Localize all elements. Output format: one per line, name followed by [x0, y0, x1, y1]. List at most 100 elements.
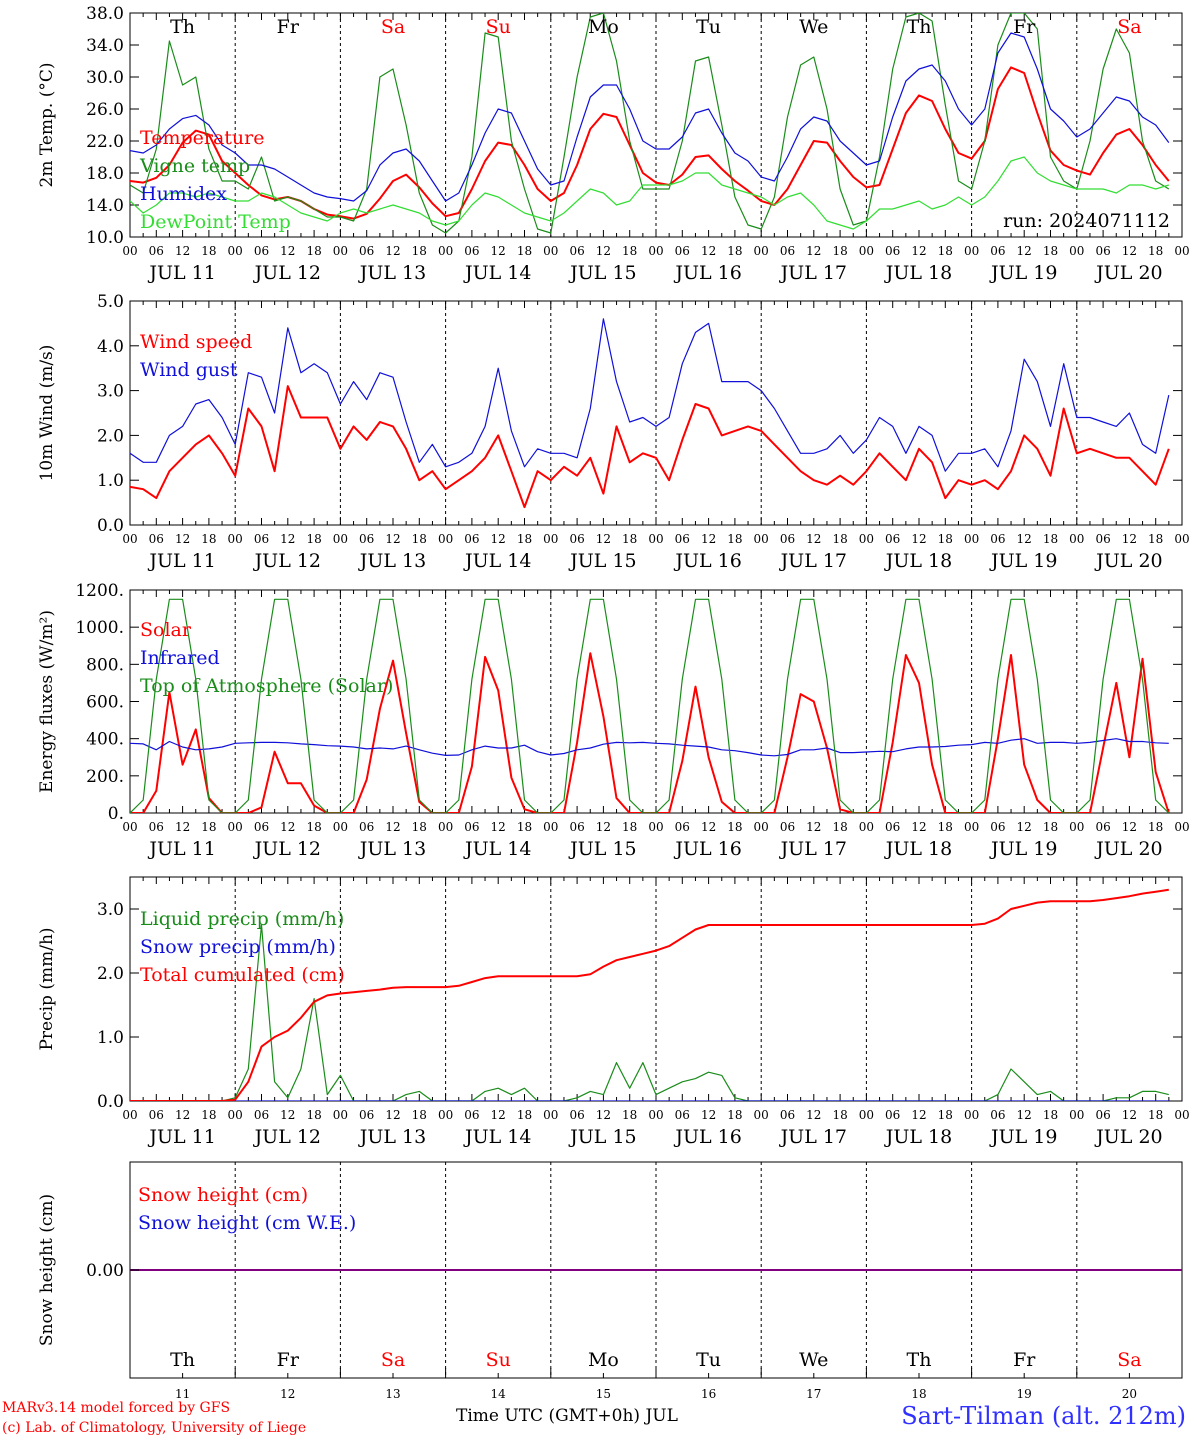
day-number: 17	[806, 1387, 821, 1401]
hour-label: 18	[832, 532, 847, 546]
date-label: JUL 16	[673, 838, 741, 860]
y-tick-label: 400.	[86, 730, 124, 750]
hour-label: 12	[385, 1108, 400, 1122]
hour-label: 06	[149, 532, 164, 546]
hour-label: 06	[254, 1108, 269, 1122]
day-abbr: Th	[907, 16, 932, 38]
hour-label: 06	[675, 532, 690, 546]
date-label: JUL 18	[884, 550, 952, 572]
hour-label: 18	[306, 1108, 321, 1122]
hour-label: 12	[596, 820, 611, 834]
hour-label: 06	[1095, 244, 1110, 258]
hour-label: 00	[333, 244, 348, 258]
hour-label: 06	[569, 820, 584, 834]
series-wind-gust	[130, 318, 1170, 472]
hour-label: 00	[1069, 820, 1084, 834]
day-abbr: Th	[907, 1349, 932, 1371]
series-temperature	[130, 66, 1170, 220]
y-tick-label: 200.	[86, 767, 124, 787]
date-label: JUL 17	[779, 838, 847, 860]
hour-label: 06	[780, 820, 795, 834]
day-abbr: Mo	[588, 16, 619, 38]
hour-label: 00	[543, 820, 558, 834]
y-tick-label: 22.0	[86, 132, 124, 152]
hour-label: 12	[491, 820, 506, 834]
day-abbr: Fr	[1013, 1349, 1036, 1371]
hour-label: 12	[175, 532, 190, 546]
y-tick-label: 0.0	[97, 1092, 124, 1112]
hour-label: 18	[1148, 1108, 1163, 1122]
hour-label: 06	[885, 532, 900, 546]
hour-label: 12	[701, 532, 716, 546]
y-tick-label: 34.0	[86, 36, 124, 56]
date-label: JUL 14	[463, 550, 531, 572]
hour-label: 06	[780, 1108, 795, 1122]
hour-label: 00	[648, 244, 663, 258]
hour-label: 18	[1043, 820, 1058, 834]
hour-label: 18	[412, 820, 427, 834]
hour-label: 00	[859, 532, 874, 546]
hour-label: 18	[832, 820, 847, 834]
date-label: JUL 13	[358, 1126, 426, 1148]
hour-label: 12	[701, 244, 716, 258]
hour-label: 06	[464, 532, 479, 546]
date-label: JUL 12	[253, 550, 321, 572]
y-axis-label: 10m Wind (m/s)	[37, 345, 57, 482]
hour-label: 00	[964, 820, 979, 834]
hour-label: 18	[1043, 244, 1058, 258]
day-abbr: Tu	[696, 1349, 721, 1371]
hour-label: 12	[385, 532, 400, 546]
hour-label: 12	[701, 1108, 716, 1122]
day-abbr: Th	[170, 1349, 195, 1371]
hour-label: 00	[964, 1108, 979, 1122]
hour-label: 00	[543, 1108, 558, 1122]
legend-entry: Solar	[140, 619, 192, 641]
day-abbr: Su	[486, 16, 511, 38]
hour-label: 00	[1174, 244, 1189, 258]
date-label: JUL 12	[253, 1126, 321, 1148]
y-tick-label: 26.0	[86, 100, 124, 120]
hour-label: 00	[333, 1108, 348, 1122]
hour-label: 06	[1095, 532, 1110, 546]
y-tick-label: 800.	[86, 655, 124, 675]
date-label: JUL 20	[1094, 262, 1162, 284]
hour-label: 00	[859, 244, 874, 258]
date-label: JUL 14	[463, 262, 531, 284]
day-abbr: Fr	[277, 16, 300, 38]
day-abbr: Th	[170, 16, 195, 38]
day-number: 14	[491, 1387, 507, 1401]
hour-label: 12	[806, 1108, 821, 1122]
hour-label: 12	[701, 820, 716, 834]
hour-label: 06	[990, 244, 1005, 258]
hour-label: 12	[911, 532, 926, 546]
panel-2: 00 06 12 18 00 06 12 18 00 06 12 18 00 06 12 18 00 06 12 18…	[37, 581, 1190, 860]
hour-label: 12	[806, 820, 821, 834]
hour-label: 00	[543, 244, 558, 258]
hour-label: 18	[938, 244, 953, 258]
day-number: 15	[596, 1387, 611, 1401]
date-label: JUL 12	[253, 838, 321, 860]
hour-label: 00	[1174, 820, 1189, 834]
hour-label: 06	[1095, 1108, 1110, 1122]
hour-label: 12	[806, 244, 821, 258]
hour-label: 00	[648, 820, 663, 834]
day-abbr: Mo	[588, 1349, 619, 1371]
hour-label: 12	[911, 1108, 926, 1122]
hour-label: 18	[517, 820, 532, 834]
date-label: JUL 14	[463, 1126, 531, 1148]
date-label: JUL 11	[147, 838, 215, 860]
hour-label: 06	[675, 1108, 690, 1122]
legend-entry: Snow height (cm W.E.)	[138, 1212, 356, 1234]
hour-label: 06	[254, 244, 269, 258]
hour-label: 12	[596, 1108, 611, 1122]
hour-label: 06	[990, 532, 1005, 546]
day-number: 12	[280, 1387, 295, 1401]
date-label: JUL 12	[253, 262, 321, 284]
hour-label: 12	[1017, 1108, 1032, 1122]
legend-entry: Total cumulated (cm)	[140, 964, 345, 986]
y-tick-label: 0.0	[97, 516, 124, 536]
hour-label: 00	[122, 244, 137, 258]
hour-label: 06	[780, 532, 795, 546]
date-label: JUL 18	[884, 262, 952, 284]
date-label: JUL 20	[1094, 550, 1162, 572]
